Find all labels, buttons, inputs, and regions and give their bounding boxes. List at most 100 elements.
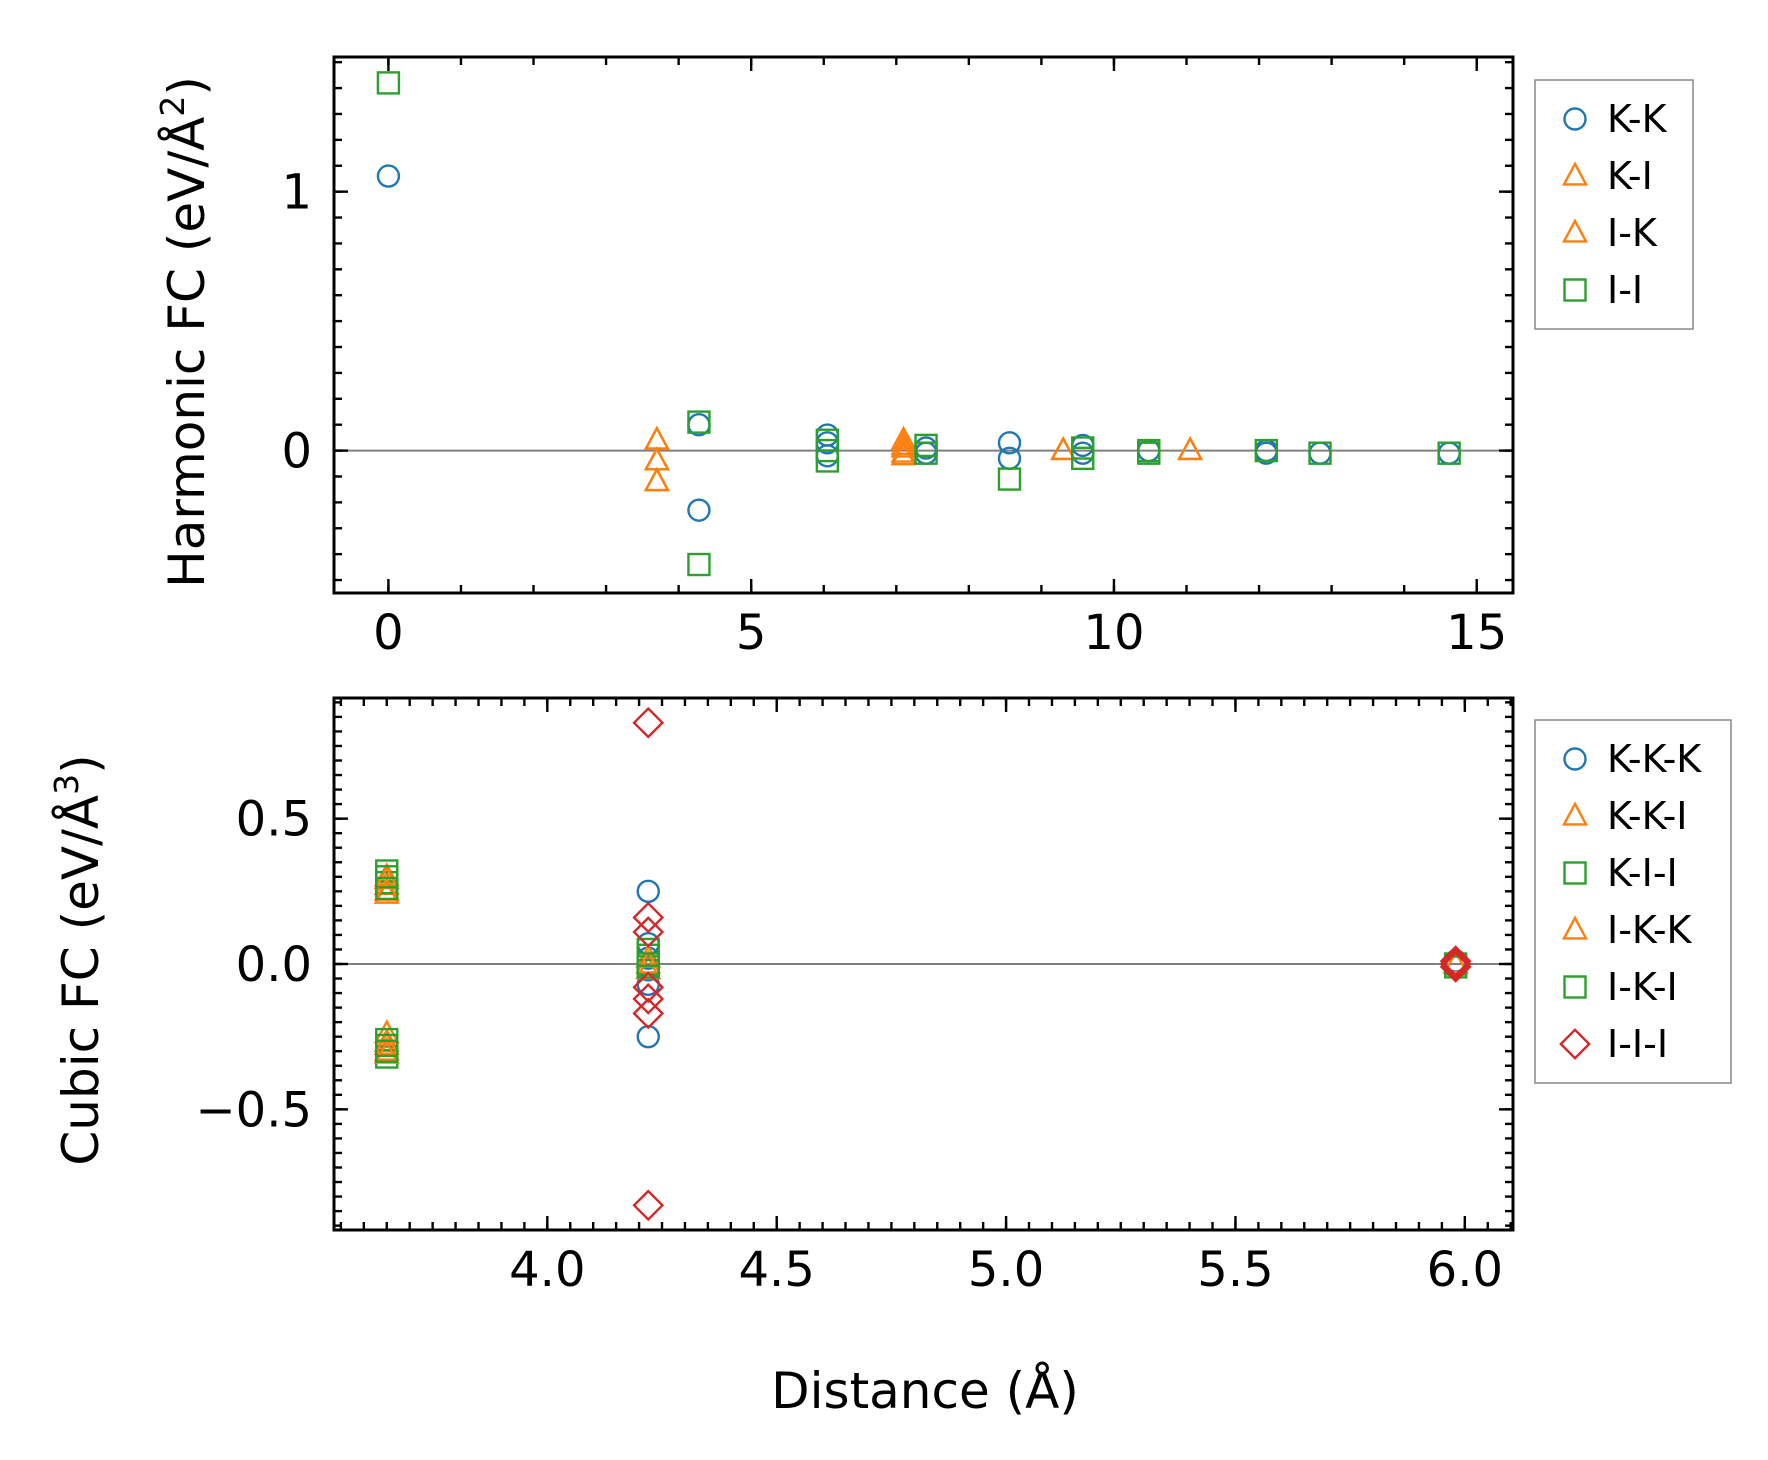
harmonic-point-i-k	[643, 467, 670, 492]
harmonic-x-tick-label: 5	[736, 605, 767, 661]
harmonic-legend-marker-k-i	[1561, 161, 1589, 186]
cubic-point-i-i-i	[632, 983, 665, 1015]
harmonic-fc-panel: 0 5 10 15 0 1 Harmonic FC (eV/Å2) K-K K-I I-K I-…	[153, 55, 1694, 661]
cubic-point-i-i-i	[632, 997, 665, 1030]
harmonic-point-k-k	[687, 498, 711, 522]
cubic-legend-marker-k-k-k	[1563, 747, 1587, 771]
cubic-legend-marker-k-i-i	[1563, 861, 1587, 885]
cubic-y-tick-label: 0.5	[236, 792, 312, 848]
harmonic-legend-label: K-K	[1607, 97, 1668, 141]
cubic-point-i-i-i	[632, 1189, 665, 1222]
harmonic-point-k-k	[1308, 441, 1332, 465]
harmonic-legend-box	[1534, 79, 1694, 330]
cubic-legend-box	[1534, 719, 1732, 1084]
harmonic-legend-label: I-I	[1607, 268, 1643, 312]
harmonic-point-i-k	[643, 446, 670, 471]
harmonic-point-k-k	[815, 444, 840, 468]
cubic-legend-label: K-I-I	[1607, 851, 1678, 895]
harmonic-point-i-i	[815, 449, 840, 473]
cubic-point-i-i-i	[1439, 951, 1472, 983]
harmonic-point-i-k	[1177, 435, 1204, 461]
cubic-point-k-k-i	[373, 862, 400, 887]
harmonic-point-i-i	[1254, 438, 1279, 463]
harmonic-y-tick-label: 0	[281, 424, 312, 480]
cubic-x-tick-label: 5.0	[968, 1242, 1044, 1298]
harmonic-legend-marker-i-k	[1561, 218, 1589, 243]
harmonic-point-i-i	[687, 410, 711, 434]
harmonic-y-axis-label: Harmonic FC (eV/Å2)	[153, 76, 216, 588]
cubic-x-tick-label: 5.5	[1197, 1242, 1273, 1298]
harmonic-point-k-i	[890, 425, 917, 450]
cubic-point-i-i-i	[632, 971, 665, 1004]
harmonic-point-k-i	[643, 446, 670, 471]
cubic-point-i-i-i	[1439, 948, 1472, 980]
cubic-point-i-i-i	[1439, 945, 1472, 977]
cubic-legend-label: I-K-K	[1607, 908, 1693, 952]
cubic-legend-marker-k-k-i	[1561, 801, 1589, 826]
cubic-fc-panel: 4.0 4.5 5.0 5.5 6.0 −0.5 0.0 0.5 Cubic FC (eV/Å…	[47, 696, 1732, 1298]
harmonic-point-k-i	[643, 467, 670, 492]
harmonic-point-i-i	[1437, 441, 1461, 465]
harmonic-legend-label: I-K	[1607, 211, 1658, 255]
harmonic-point-i-i	[376, 71, 401, 95]
harmonic-point-k-k	[914, 441, 938, 465]
cubic-x-tick-label: 6.0	[1427, 1242, 1503, 1298]
cubic-x-tick-label: 4.0	[509, 1242, 585, 1298]
cubic-point-i-k-i	[375, 1039, 399, 1063]
cubic-legend-marker-i-k-k	[1561, 915, 1589, 940]
cubic-legend-label: I-K-I	[1607, 965, 1678, 1009]
harmonic-point-i-i	[1308, 441, 1332, 465]
harmonic-plot-frame	[332, 55, 1515, 595]
harmonic-data-points	[376, 71, 1461, 577]
cubic-legend-label: K-K-K	[1607, 737, 1702, 781]
cubic-legend: K-K-K K-K-I K-I-I I-K-K I-K-I I-I-I	[1534, 719, 1732, 1084]
cubic-x-tick-label: 4.5	[739, 1242, 815, 1298]
harmonic-point-i-k	[1050, 435, 1077, 461]
harmonic-point-i-k	[643, 425, 670, 450]
cubic-y-tick-label: 0.0	[236, 937, 312, 993]
cubic-legend-label: I-I-I	[1607, 1022, 1668, 1066]
harmonic-point-i-i	[914, 441, 938, 465]
harmonic-tick-labels: 0 5 10 15 0 1	[281, 165, 1507, 661]
cubic-y-tick-label: −0.5	[195, 1082, 312, 1138]
harmonic-point-k-k	[376, 164, 401, 188]
cubic-point-i-i-i	[632, 901, 665, 934]
harmonic-point-i-i	[1071, 446, 1095, 471]
cubic-y-axis-label: Cubic FC (eV/Å3)	[47, 754, 110, 1165]
cubic-tick-labels: 4.0 4.5 5.0 5.5 6.0 −0.5 0.0 0.5	[195, 792, 1503, 1298]
cubic-point-i-i-i	[632, 706, 665, 739]
harmonic-point-k-i	[890, 433, 917, 458]
harmonic-point-i-k	[890, 438, 917, 463]
harmonic-point-k-i	[1177, 435, 1204, 461]
cubic-point-k-k-k	[636, 1024, 660, 1049]
harmonic-point-k-k	[1437, 441, 1461, 465]
cubic-legend-label: K-K-I	[1607, 794, 1688, 838]
harmonic-x-tick-label: 15	[1446, 605, 1507, 661]
harmonic-point-k-k	[997, 431, 1022, 455]
harmonic-axis-ticks	[334, 57, 1513, 593]
cubic-point-i-k-k	[373, 1030, 400, 1055]
harmonic-x-tick-label: 10	[1083, 605, 1144, 661]
harmonic-legend-label: K-I	[1607, 154, 1653, 198]
harmonic-y-tick-label: 1	[281, 165, 312, 221]
cubic-data-points	[373, 706, 1472, 1222]
cubic-point-i-k-k	[1442, 949, 1469, 974]
cubic-point-i-k-i	[375, 876, 399, 901]
x-axis-label: Distance (Å)	[771, 1362, 1079, 1420]
cubic-legend-marker-i-k-i	[1563, 975, 1587, 999]
cubic-point-i-i-i	[632, 916, 665, 948]
harmonic-x-tick-label: 0	[373, 605, 404, 661]
harmonic-point-i-i	[687, 552, 711, 577]
harmonic-point-i-k	[890, 430, 917, 456]
harmonic-legend-marker-i-i	[1563, 278, 1587, 302]
harmonic-point-i-i	[997, 467, 1022, 491]
harmonic-point-i-i	[1137, 441, 1161, 465]
cubic-point-k-k-k	[636, 879, 660, 904]
harmonic-legend-marker-k-k	[1563, 107, 1587, 131]
cubic-legend-marker-i-i-i	[1559, 1028, 1591, 1060]
harmonic-legend: K-K K-I I-K I-I	[1534, 79, 1694, 330]
harmonic-point-k-i	[1050, 435, 1077, 461]
cubic-plot-frame	[332, 696, 1515, 1232]
harmonic-point-k-i	[643, 425, 670, 450]
